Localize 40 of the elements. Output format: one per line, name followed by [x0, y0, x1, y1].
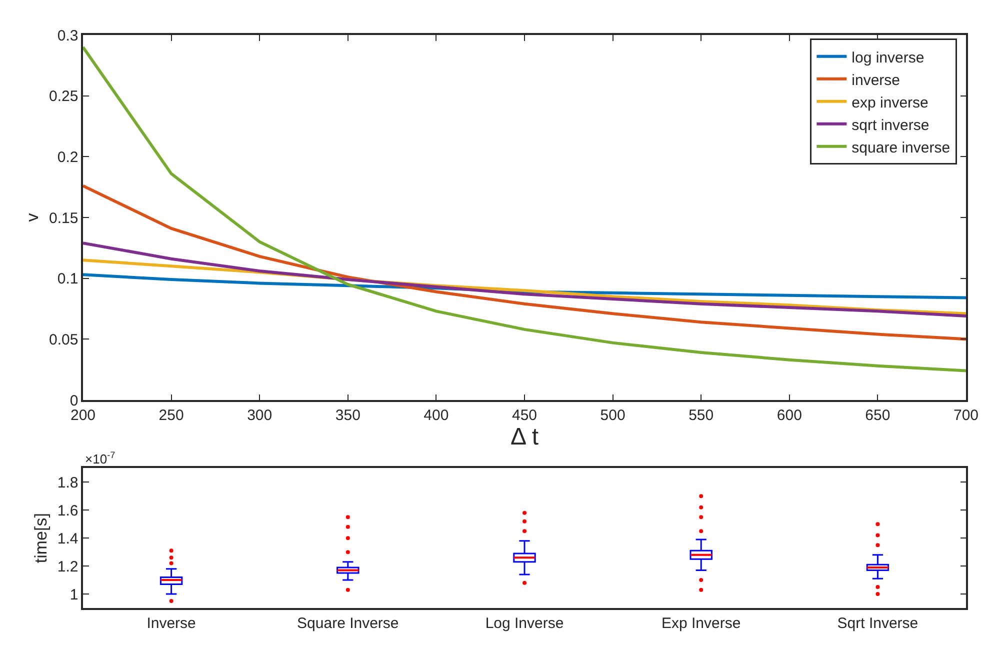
x-tick-label: 650 [865, 406, 890, 424]
x-tick-label: Log Inverse [485, 614, 564, 632]
x-tick-label: Inverse [146, 614, 196, 632]
legend-label: sqrt inverse [852, 116, 930, 134]
x-tick-label: 350 [335, 406, 360, 424]
x-tick-label: Square Inverse [297, 614, 399, 632]
line-series [83, 184, 966, 341]
legend-label: exp inverse [852, 94, 928, 112]
x-tick-label: 700 [953, 406, 979, 424]
x-tick-label: 550 [688, 406, 714, 424]
y-axis-title: v [23, 212, 42, 222]
y-axis-title: time[s] [31, 513, 50, 564]
x-tick-label: 600 [776, 406, 802, 424]
x-axis-title: Δ t [510, 424, 539, 451]
y-tick-label: 1.8 [57, 474, 78, 492]
y-tick-label: 1.2 [57, 558, 78, 576]
y-tick-label: 1.4 [57, 530, 78, 548]
text: ×10$^{-7}$ [85, 450, 116, 466]
y-tick-label: 0.25 [49, 88, 78, 106]
line-series [83, 46, 966, 372]
y-tick-label: 0.15 [49, 210, 78, 227]
y-tick-label: 0.1 [57, 270, 78, 288]
x-tick-label: Exp Inverse [661, 614, 741, 632]
y-tick-label: 0 [70, 392, 78, 410]
x-tick-label: 300 [247, 406, 272, 424]
legend-label: log inverse [852, 49, 924, 66]
legend-label: square inverse [852, 139, 950, 156]
y-tick-label: 0.2 [57, 148, 78, 166]
y-tick-label: 1 [70, 586, 78, 604]
x-tick-label: 400 [424, 406, 449, 424]
x-tick-label: 450 [512, 406, 538, 424]
y-tick-label: 0.3 [57, 27, 78, 44]
y-tick-label: 0.05 [49, 331, 78, 348]
x-tick-label: 200 [70, 406, 96, 424]
x-tick-label: 500 [600, 406, 626, 424]
legend-label: inverse [852, 72, 900, 89]
x-tick-label: 250 [158, 406, 184, 424]
line-series [83, 242, 966, 318]
x-tick-label: Sqrt Inverse [837, 614, 918, 632]
y-tick-label: 1.6 [57, 502, 78, 520]
